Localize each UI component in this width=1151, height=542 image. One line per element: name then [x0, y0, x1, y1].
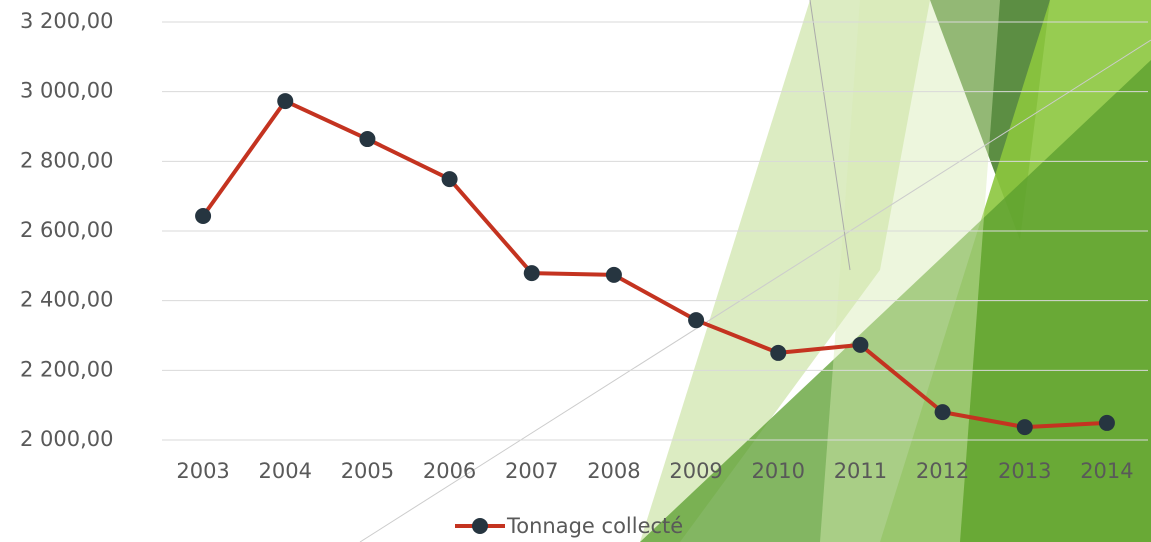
y-tick-label: 3 200,00 — [20, 9, 114, 33]
x-tick-label: 2007 — [505, 459, 558, 483]
data-point — [523, 265, 540, 282]
data-point — [441, 171, 458, 188]
x-tick-label: 2004 — [259, 459, 312, 483]
legend-label: Tonnage collecté — [506, 514, 683, 538]
data-point — [852, 336, 869, 353]
x-tick-label: 2013 — [998, 459, 1051, 483]
x-tick-label: 2009 — [669, 459, 722, 483]
x-tick-label: 2006 — [423, 459, 476, 483]
legend: Tonnage collecté — [455, 514, 683, 538]
data-point — [277, 93, 294, 110]
y-tick-label: 3 000,00 — [20, 79, 114, 103]
x-tick-label: 2008 — [587, 459, 640, 483]
data-point — [605, 266, 622, 283]
x-tick-label: 2012 — [916, 459, 969, 483]
series-line — [201, 99, 1108, 430]
y-tick-label: 2 400,00 — [20, 288, 114, 312]
x-tick-label: 2014 — [1080, 459, 1133, 483]
data-point — [934, 404, 951, 421]
x-tick-label: 2003 — [176, 459, 229, 483]
y-tick-label: 2 800,00 — [20, 148, 114, 172]
x-tick-label: 2010 — [752, 459, 805, 483]
data-point — [359, 131, 376, 148]
x-tick-label: 2005 — [341, 459, 394, 483]
data-point — [688, 312, 705, 329]
y-tick-label: 2 000,00 — [20, 427, 114, 451]
data-point — [770, 344, 787, 361]
x-tick-label: 2011 — [834, 459, 887, 483]
data-point — [195, 208, 212, 225]
y-tick-label: 2 200,00 — [20, 357, 114, 381]
data-point — [1098, 414, 1115, 431]
data-point — [1016, 419, 1033, 436]
y-tick-label: 2 600,00 — [20, 218, 114, 242]
legend-marker — [472, 518, 488, 534]
